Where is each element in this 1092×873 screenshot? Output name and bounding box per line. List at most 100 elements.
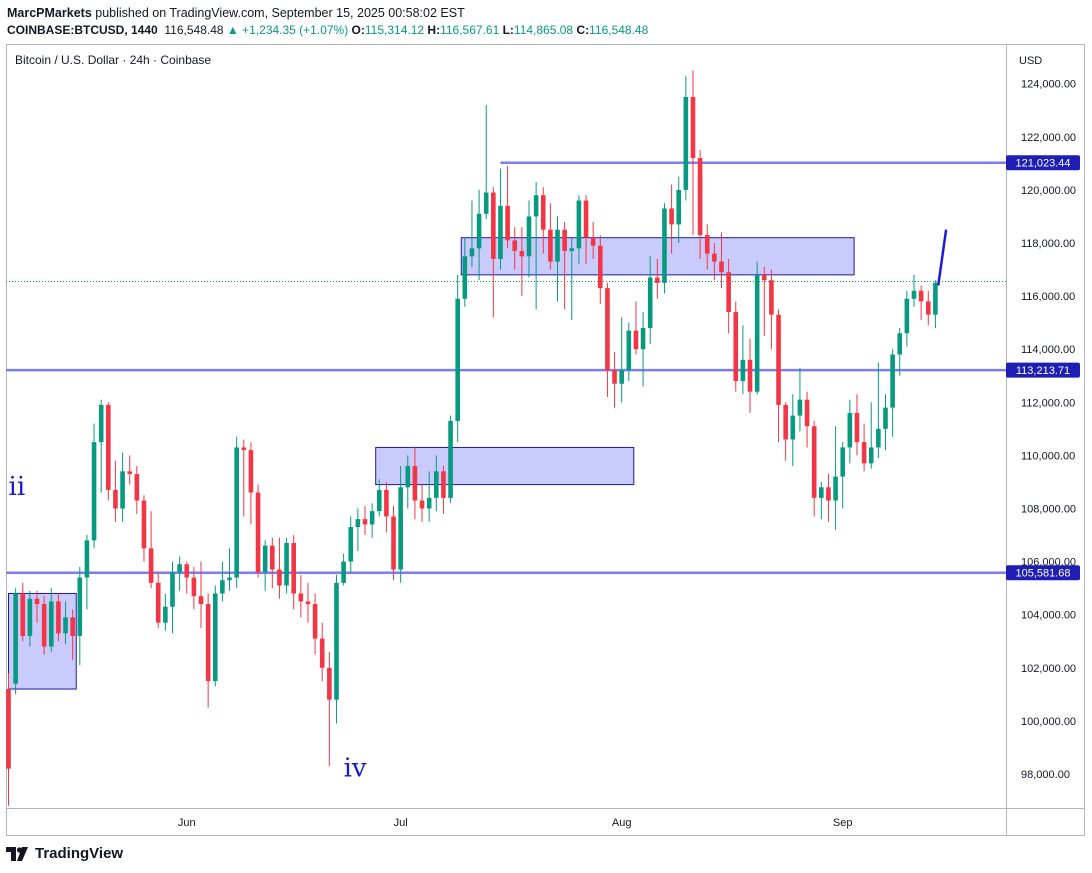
- candle[interactable]: [697, 150, 703, 259]
- candle[interactable]: [248, 442, 254, 525]
- candle[interactable]: [512, 227, 518, 270]
- candle[interactable]: [234, 436, 239, 589]
- candle[interactable]: [769, 269, 774, 350]
- candle[interactable]: [70, 609, 75, 660]
- candle[interactable]: [683, 75, 689, 201]
- candle[interactable]: [255, 484, 261, 578]
- publisher-name[interactable]: MarcPMarkets: [7, 6, 92, 20]
- candle[interactable]: [220, 561, 225, 602]
- candle[interactable]: [184, 561, 190, 594]
- level-price-tag[interactable]: [1006, 155, 1080, 171]
- candle[interactable]: [868, 402, 874, 469]
- candle[interactable]: [362, 505, 368, 536]
- candle[interactable]: [270, 537, 275, 589]
- candle[interactable]: [441, 466, 446, 514]
- candle[interactable]: [633, 301, 639, 355]
- candle[interactable]: [327, 651, 332, 767]
- candle[interactable]: [647, 256, 653, 344]
- candle[interactable]: [498, 168, 503, 270]
- candle[interactable]: [227, 548, 232, 591]
- candle[interactable]: [277, 537, 282, 599]
- candle[interactable]: [106, 402, 111, 501]
- candle[interactable]: [284, 537, 289, 594]
- candle[interactable]: [690, 70, 696, 236]
- candle[interactable]: [163, 593, 168, 631]
- candle[interactable]: [712, 243, 717, 281]
- candle[interactable]: [48, 588, 54, 652]
- candle[interactable]: [41, 596, 47, 655]
- candle[interactable]: [91, 423, 97, 549]
- candle[interactable]: [540, 187, 546, 254]
- candle[interactable]: [262, 540, 268, 591]
- impulse-trend-line[interactable]: [937, 229, 948, 286]
- candle[interactable]: [113, 460, 118, 522]
- candle[interactable]: [854, 394, 860, 456]
- candle[interactable]: [626, 322, 632, 382]
- price-chart[interactable]: Bitcoin / U.S. Dollar · 24h · Coinbase U…: [6, 44, 1085, 836]
- candle[interactable]: [56, 593, 61, 642]
- candle[interactable]: [519, 227, 525, 297]
- candle[interactable]: [191, 566, 197, 610]
- candle[interactable]: [34, 590, 40, 623]
- candle[interactable]: [897, 327, 903, 376]
- candle[interactable]: [719, 232, 724, 289]
- candle[interactable]: [655, 258, 660, 299]
- candle[interactable]: [462, 237, 468, 307]
- candle[interactable]: [319, 622, 325, 682]
- candle[interactable]: [590, 221, 596, 259]
- candle[interactable]: [883, 394, 888, 451]
- currency-label[interactable]: USD: [1019, 55, 1042, 67]
- candle[interactable]: [833, 426, 838, 530]
- candle[interactable]: [155, 572, 161, 628]
- candle[interactable]: [640, 312, 646, 387]
- candle[interactable]: [134, 466, 140, 514]
- candle[interactable]: [291, 535, 296, 610]
- candle[interactable]: [533, 181, 539, 310]
- candle[interactable]: [334, 574, 339, 724]
- candle[interactable]: [740, 325, 746, 395]
- candle[interactable]: [933, 280, 938, 328]
- candle[interactable]: [776, 309, 781, 443]
- candle[interactable]: [148, 511, 154, 589]
- candle[interactable]: [305, 582, 311, 623]
- candle[interactable]: [612, 351, 617, 408]
- candle[interactable]: [548, 203, 553, 270]
- candle[interactable]: [619, 317, 624, 403]
- candle[interactable]: [555, 216, 560, 302]
- candle[interactable]: [483, 104, 489, 220]
- candle[interactable]: [526, 200, 532, 278]
- candle[interactable]: [341, 553, 346, 586]
- candle[interactable]: [98, 399, 104, 493]
- candle[interactable]: [77, 566, 83, 666]
- candle[interactable]: [120, 452, 125, 522]
- candle[interactable]: [177, 556, 182, 591]
- tradingview-logo[interactable]: TradingView: [6, 845, 123, 862]
- candle[interactable]: [569, 237, 575, 320]
- candle[interactable]: [63, 601, 68, 644]
- candle[interactable]: [391, 505, 396, 581]
- candle[interactable]: [198, 561, 204, 628]
- candle[interactable]: [405, 455, 411, 509]
- candle[interactable]: [312, 593, 318, 655]
- candle[interactable]: [704, 224, 710, 270]
- candle[interactable]: [412, 447, 418, 520]
- candle[interactable]: [597, 235, 603, 305]
- candle[interactable]: [448, 415, 453, 504]
- level-price-tag[interactable]: [1006, 362, 1080, 378]
- candle[interactable]: [754, 261, 760, 395]
- candle[interactable]: [904, 290, 910, 347]
- candle[interactable]: [84, 535, 90, 610]
- candle[interactable]: [127, 455, 133, 485]
- candle[interactable]: [676, 176, 682, 243]
- candle[interactable]: [662, 203, 667, 294]
- candle[interactable]: [20, 582, 26, 642]
- candle[interactable]: [783, 402, 788, 461]
- candle[interactable]: [797, 367, 803, 432]
- candle[interactable]: [876, 362, 881, 459]
- candle[interactable]: [576, 195, 582, 265]
- candle[interactable]: [241, 439, 247, 517]
- candle[interactable]: [583, 195, 589, 265]
- zone-rect-1[interactable]: [375, 446, 635, 486]
- candle[interactable]: [419, 484, 425, 522]
- candle[interactable]: [811, 420, 817, 517]
